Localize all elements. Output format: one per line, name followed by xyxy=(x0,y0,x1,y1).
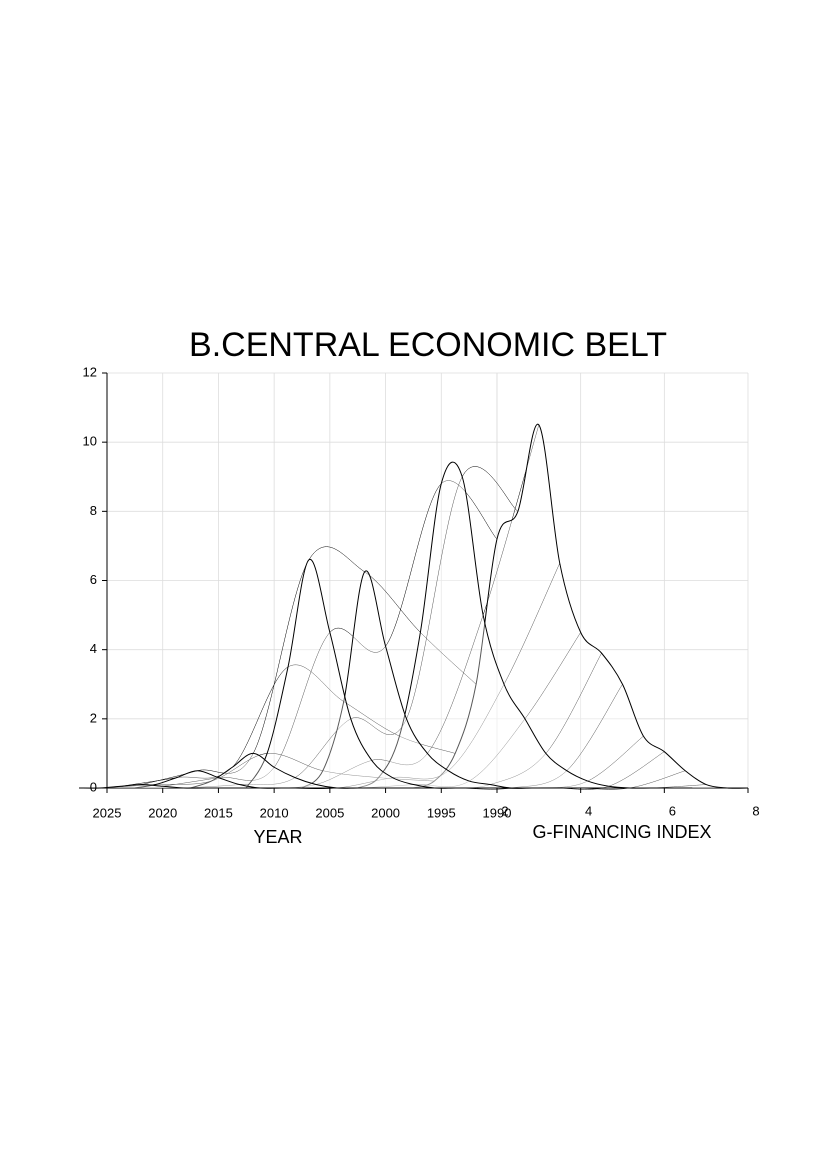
index-tick-label: 8 xyxy=(752,803,759,818)
z-tick-label: 0 xyxy=(90,779,97,794)
year-tick-label: 2015 xyxy=(204,805,233,820)
year-tick-label: 1995 xyxy=(427,805,456,820)
z-tick-label: 12 xyxy=(83,364,97,379)
year-tick-label: 2010 xyxy=(260,805,289,820)
year-tick-label: 2025 xyxy=(93,805,122,820)
index-tick-label: 6 xyxy=(669,803,676,818)
year-tick-label: 2000 xyxy=(371,805,400,820)
index-tick-label: 2 xyxy=(501,803,508,818)
z-tick-label: 8 xyxy=(90,503,97,518)
year-tick-label: 1990 xyxy=(483,805,512,820)
index-tick-label: 4 xyxy=(585,803,592,818)
year-ridge xyxy=(79,784,414,789)
year-tick-label: 2020 xyxy=(148,805,177,820)
year-axis-label: YEAR xyxy=(253,827,302,847)
year-tick-label: 2005 xyxy=(315,805,344,820)
z-tick-label: 6 xyxy=(90,572,97,587)
z-tick-label: 4 xyxy=(90,641,97,656)
z-tick-label: 10 xyxy=(83,434,97,449)
index-axis-label: G-FINANCING INDEX xyxy=(532,822,711,842)
chart-title: B.CENTRAL ECONOMIC BELT xyxy=(189,326,667,364)
z-tick-label: 2 xyxy=(90,710,97,725)
year-ridge xyxy=(413,424,749,789)
